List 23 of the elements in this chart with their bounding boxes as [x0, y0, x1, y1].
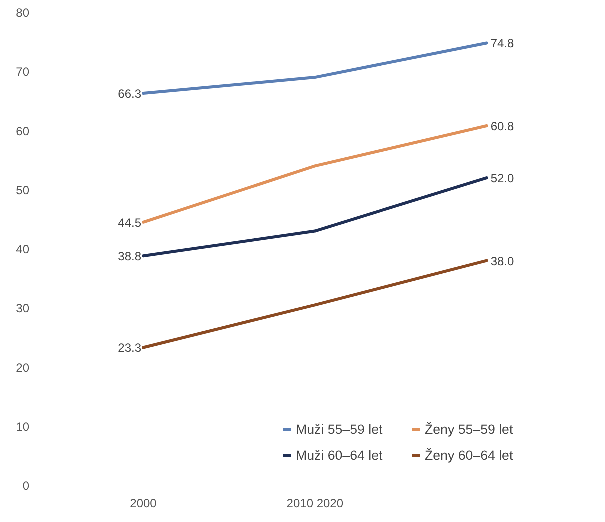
y-tick-label: 0 — [22, 479, 30, 493]
data-label: 60.8 — [490, 120, 515, 134]
y-tick-label: 40 — [16, 242, 30, 256]
data-label: 38.8 — [118, 250, 142, 264]
data-label: 52.0 — [490, 172, 515, 186]
x-tick-label: 2010 2020 — [286, 496, 344, 510]
y-tick-label: 70 — [16, 65, 30, 80]
data-label: 74.8 — [490, 36, 515, 51]
legend-label: Muži 60–64 let — [296, 448, 384, 462]
y-tick-label: 30 — [16, 302, 30, 316]
y-tick-label: 60 — [16, 124, 30, 138]
data-label: 23.3 — [118, 341, 142, 356]
y-tick-label: 10 — [16, 420, 30, 434]
data-label: 44.5 — [118, 216, 142, 230]
legend-label: Ženy 55–59 let — [425, 422, 514, 436]
legend-label: Muži 55–59 let — [296, 422, 384, 436]
y-tick-label: 50 — [16, 183, 30, 198]
legend-label: Ženy 60–64 let — [425, 448, 514, 462]
data-label: 66.3 — [118, 87, 142, 101]
x-tick-label: 2000 — [130, 496, 158, 510]
y-tick-label: 20 — [16, 360, 30, 375]
y-tick-label: 80 — [16, 6, 30, 20]
data-label: 38.0 — [490, 254, 515, 268]
